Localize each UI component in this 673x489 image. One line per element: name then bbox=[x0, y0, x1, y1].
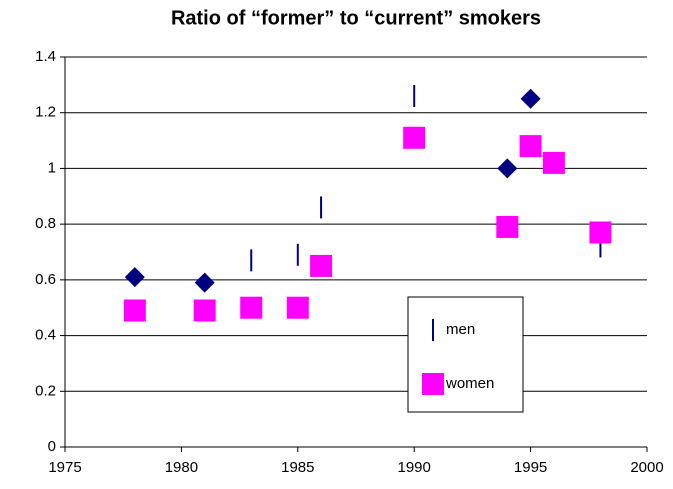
point bbox=[497, 158, 518, 179]
y-tick-label: 1 bbox=[48, 159, 56, 176]
point bbox=[403, 126, 426, 149]
chart-title: Ratio of “former” to “current” smokers bbox=[171, 7, 541, 29]
y-tick-label: 0.4 bbox=[35, 327, 56, 344]
point bbox=[123, 299, 146, 322]
y-tick-label: 0.6 bbox=[35, 271, 56, 288]
point bbox=[520, 88, 541, 109]
point bbox=[542, 151, 565, 174]
x-tick-label: 1985 bbox=[281, 459, 314, 476]
point bbox=[589, 221, 612, 244]
x-tick-label: 1975 bbox=[48, 459, 81, 476]
point bbox=[310, 254, 333, 277]
x-tick-label: 1990 bbox=[398, 459, 431, 476]
point bbox=[240, 296, 263, 319]
point bbox=[286, 296, 309, 319]
x-tick-label: 1980 bbox=[165, 459, 198, 476]
y-tick-label: 1.4 bbox=[35, 48, 56, 65]
point bbox=[496, 215, 519, 238]
y-tick-label: 1.2 bbox=[35, 104, 56, 121]
x-tick-label: 1995 bbox=[514, 459, 547, 476]
point bbox=[124, 267, 145, 288]
x-tick-label: 2000 bbox=[630, 459, 663, 476]
legend-label: women bbox=[445, 375, 494, 392]
legend-label: men bbox=[446, 321, 475, 338]
point bbox=[193, 299, 216, 322]
y-tick-label: 0 bbox=[48, 438, 56, 455]
y-tick-label: 0.2 bbox=[35, 382, 56, 399]
point bbox=[519, 135, 542, 158]
y-tick-label: 0.8 bbox=[35, 215, 56, 232]
legend-marker bbox=[422, 373, 444, 395]
point bbox=[194, 272, 215, 293]
